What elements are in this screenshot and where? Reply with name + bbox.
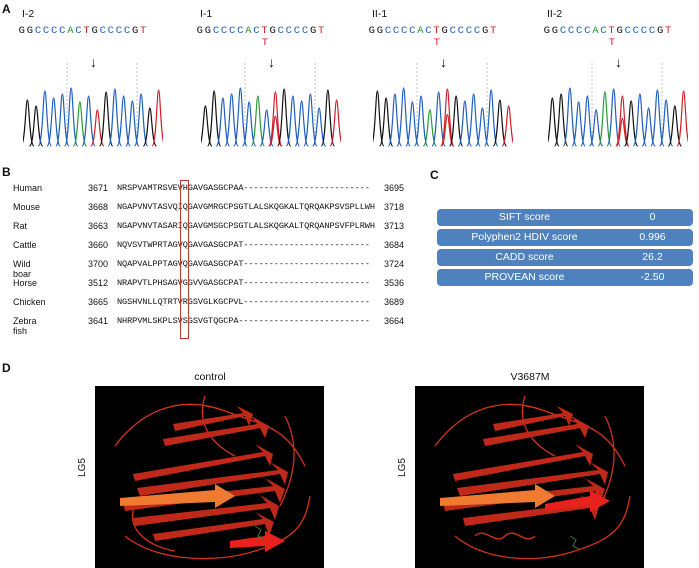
sample-label: I-2 xyxy=(22,8,35,20)
variant-base: T xyxy=(261,37,269,49)
species-name: Horse xyxy=(13,278,38,288)
reference-sequence: GGCCCCACTGCCCCGT xyxy=(196,25,325,37)
score-row: SIFT score 0 xyxy=(437,209,693,226)
end-position: 3713 xyxy=(384,221,405,231)
variant-base: T xyxy=(608,37,616,49)
score-row: PROVEAN score -2.50 xyxy=(437,269,693,286)
panel-letter-d: D xyxy=(2,361,11,375)
start-position: 3700 xyxy=(88,259,109,269)
score-value: -2.50 xyxy=(640,271,665,283)
score-value: 0 xyxy=(649,211,656,223)
structure-title-mutant: V3687M xyxy=(510,371,550,383)
species-name: Chicken xyxy=(13,297,46,307)
mutation-arrow: ↓ xyxy=(90,54,97,70)
score-label: CADD score xyxy=(495,251,554,263)
structure-axis-label-control: LG5 xyxy=(76,458,88,477)
start-position: 3665 xyxy=(88,297,109,307)
start-position: 3671 xyxy=(88,183,109,193)
panel-letter-c: C xyxy=(430,168,439,182)
score-row: CADD score 26.2 xyxy=(437,249,693,266)
mutation-arrow: ↓ xyxy=(440,54,447,70)
start-position: 3663 xyxy=(88,221,109,231)
score-value: 0.996 xyxy=(639,231,666,243)
ribbon-image-mutant xyxy=(434,395,631,560)
end-position: 3724 xyxy=(384,259,405,269)
structure-title-control: control xyxy=(194,371,226,383)
start-position: 3668 xyxy=(88,202,109,212)
protein-sequence: NHRPVMLSKPLSVSGSVGTQGCPA----------------… xyxy=(117,316,370,326)
sample-label: I-1 xyxy=(200,8,213,20)
score-row: Polyphen2 HDIV score 0.996 xyxy=(437,229,693,246)
end-position: 3536 xyxy=(384,278,405,288)
score-value: 26.2 xyxy=(642,251,663,263)
sample-label: II-1 xyxy=(372,8,388,20)
reference-sequence: GGCCCCACTGCCCCGT xyxy=(368,25,497,37)
species-name: Human xyxy=(13,183,43,193)
protein-sequence: NGSHVNLLQTRTVRGSVGLKGCPVL---------------… xyxy=(117,297,370,307)
protein-structure-mutant xyxy=(415,386,644,568)
start-position: 3512 xyxy=(88,278,109,288)
mutation-arrow: ↓ xyxy=(615,54,622,70)
species-name: Zebra fish xyxy=(13,316,37,336)
species-name: Mouse xyxy=(13,202,41,212)
protein-sequence: NGAPVNVTASARIQGAVGMSGCPSGTLALSKQGKALTQRQ… xyxy=(117,221,375,231)
reference-sequence: GGCCCCACTGCCCCGT xyxy=(18,25,147,37)
end-position: 3689 xyxy=(384,297,405,307)
end-position: 3684 xyxy=(384,240,405,250)
protein-sequence: NGAPVNVTASVQIQGAVGMRGCPSGTLALSKQGKALTQRQ… xyxy=(117,202,375,212)
species-name: Rat xyxy=(13,221,28,231)
ribbon-image-control xyxy=(114,395,311,560)
end-position: 3718 xyxy=(384,202,405,212)
protein-sequence: NQAPVALPPTAGVQGAVGASGCPAT---------------… xyxy=(117,259,370,269)
conserved-residue-box xyxy=(180,180,189,339)
protein-sequence: NRAPVTLPHSAGVGGVVGASGCPAT---------------… xyxy=(117,278,370,288)
sample-label: II-2 xyxy=(547,8,563,20)
species-name: Wild boar xyxy=(13,259,32,279)
score-label: PROVEAN score xyxy=(484,271,565,283)
mutation-arrow: ↓ xyxy=(268,54,275,70)
panel-letter-a: A xyxy=(2,2,11,16)
end-position: 3695 xyxy=(384,183,405,193)
start-position: 3641 xyxy=(88,316,109,326)
score-label: SIFT score xyxy=(498,211,551,223)
protein-sequence: NRSPVAMTRSVEVHGAVGASGCPAA---------------… xyxy=(117,183,370,193)
species-name: Cattle xyxy=(13,240,37,250)
panel-letter-b: B xyxy=(2,165,11,179)
chromatogram-trace xyxy=(201,63,341,147)
start-position: 3660 xyxy=(88,240,109,250)
score-label: Polyphen2 HDIV score xyxy=(471,231,578,243)
protein-structure-control xyxy=(95,386,324,568)
chromatogram-trace xyxy=(23,63,163,147)
reference-sequence: GGCCCCACTGCCCCGT xyxy=(543,25,672,37)
variant-base: T xyxy=(433,37,441,49)
chromatogram-trace xyxy=(373,63,513,147)
protein-sequence: NQVSVTWPRTAGVQGAVGASGCPAT---------------… xyxy=(117,240,370,250)
end-position: 3664 xyxy=(384,316,405,326)
chromatogram-trace xyxy=(548,63,688,147)
structure-axis-label-mutant: LG5 xyxy=(396,458,408,477)
